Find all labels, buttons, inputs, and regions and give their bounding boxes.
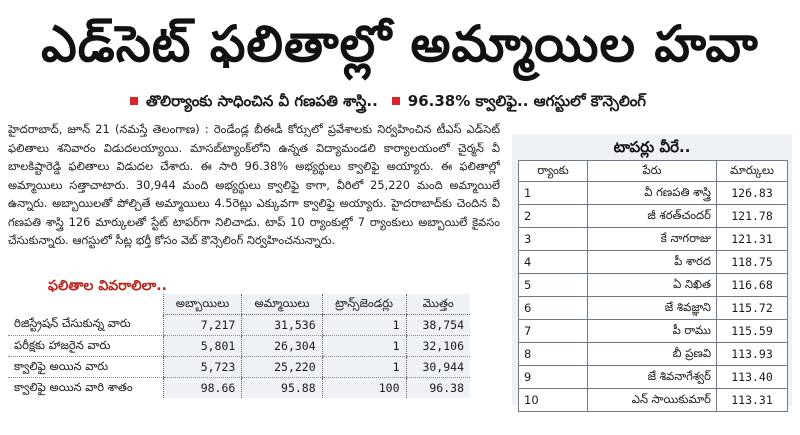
table-row: 6 జే శివజ్ఞాని 115.72 [518,296,788,320]
row-label: పరీక్షకు హాజరైన వారు [8,335,164,357]
results-header-girls: అమ్మాయిలు [241,294,323,315]
marks-cell: 121.31 [716,227,788,251]
cell-transgender: 1 [321,356,407,378]
cell-total: 38,754 [405,314,470,336]
marks-cell: 116.68 [716,273,788,297]
name-cell: పీ రాము [587,319,717,343]
name-cell: బీ ప్రణవి [587,342,717,366]
rank-cell: 1 [518,181,588,205]
header-name: పేరు [587,160,717,182]
rank-cell: 6 [518,296,588,320]
subheadline-bar: తొలిర్యాంకు సాధించిన వీ గణపతి శాస్త్రి..… [130,90,730,112]
table-row: 2 జీ శరత్‌చందర్ 121.78 [518,204,788,228]
table-row: 9 జే శివనాగేశ్వర్ 113.40 [518,365,788,389]
name-cell: జే శివజ్ఞాని [587,296,717,320]
bullet-icon [391,96,400,105]
marks-cell: 121.78 [716,204,788,228]
header-marks: మార్కులు [716,160,788,182]
name-cell: ఏ నిఖిత [587,273,717,297]
marks-cell: 126.83 [716,181,788,205]
marks-cell: 113.93 [716,342,788,366]
bullet-icon [130,96,138,105]
table-row: క్వాలిఫై అయిన వారి శాతం 98.66 95.88 100 … [8,377,470,398]
results-header-row: అబ్బాయిలు అమ్మాయిలు ట్రాన్స్‌జెండర్లు మొ… [8,294,470,315]
marks-cell: 118.75 [716,250,788,274]
results-table: అబ్బాయిలు అమ్మాయిలు ట్రాన్స్‌జెండర్లు మొ… [8,294,470,398]
row-label: క్వాలిఫై అయిన వారి శాతం [14,379,133,394]
rank-cell: 4 [518,250,588,274]
marks-cell: 113.31 [716,388,788,412]
cell-girls: 26,304 [241,335,323,357]
results-section-title: ఫలితాల వివరాలిలా.. [48,278,167,294]
cell-transgender: 1 [321,335,407,357]
marks-cell: 115.59 [716,319,788,343]
name-cell: పీ శారద [587,250,717,274]
name-cell: జీ శరత్‌చందర్ [587,204,717,228]
subheadline-2: 96.38% క్వాలిఫై.. ఆగస్టులో కౌన్సెలింగ్ [407,92,647,110]
table-row: 3 కే నాగరాజు 121.31 [518,227,788,251]
cell-boys: 7,217 [162,314,242,336]
results-header-transgender: ట్రాన్స్‌జెండర్లు [321,294,407,315]
marks-cell: 115.72 [716,296,788,320]
row-label: క్వాలిఫై అయిన వారు [8,356,164,378]
toppers-table: ర్యాంకు పేరు మార్కులు 1 వీ గణపతి శాస్త్రి… [518,160,788,412]
cell-girls: 25,220 [241,356,323,378]
marks-cell: 113.40 [716,365,788,389]
rank-cell: 7 [518,319,588,343]
rank-cell: 10 [518,388,588,412]
table-row: 8 బీ ప్రణవి 113.93 [518,342,788,366]
table-row: 7 పీ రాము 115.59 [518,319,788,343]
row-label: రిజిస్ట్రేషన్ చేసుకున్న వారు [8,314,164,336]
name-cell: వీ గణపతి శాస్త్రి [587,181,717,205]
name-cell: ఎన్ సాయికుమార్ [587,388,717,412]
cell-boys: 98.66 [162,377,242,398]
rank-cell: 2 [518,204,588,228]
rank-cell: 9 [518,365,588,389]
rank-cell: 3 [518,227,588,251]
name-cell: కే నాగరాజు [587,227,717,251]
subheadline-1: తొలిర్యాంకు సాధించిన వీ గణపతి శాస్త్రి.. [146,92,378,110]
table-row: 10 ఎన్ సాయికుమార్ 113.31 [518,388,788,412]
cell-boys: 5,801 [162,335,242,357]
headline: ఎడ్‌సెట్ ఫలితాల్లో అమ్మాయిల హవా [41,15,759,73]
cell-total: 96.38 [405,377,470,398]
cell-girls: 95.88 [241,377,323,398]
results-header-boys: అబ్బాయిలు [162,294,242,315]
results-header-total: మొత్తం [405,294,470,315]
toppers-box: టాపర్లు వీరే.. ర్యాంకు పేరు మార్కులు 1 వీ… [512,134,792,412]
results-header-empty [8,294,163,315]
cell-girls: 31,536 [241,314,323,336]
article-body: హైదరాబాద్, జూన్ 21 (నమస్తే తెలంగాణ) : రె… [8,122,500,247]
cell-transgender: 100 [321,377,407,398]
rank-cell: 8 [518,342,588,366]
table-row: 4 పీ శారద 118.75 [518,250,788,274]
table-row: రిజిస్ట్రేషన్ చేసుకున్న వారు 7,217 31,53… [8,314,470,336]
table-row: క్వాలిఫై అయిన వారు 5,723 25,220 1 30,944 [8,356,470,378]
table-row: 1 వీ గణపతి శాస్త్రి 126.83 [518,181,788,205]
toppers-title: టాపర్లు వీరే.. [613,138,691,156]
header-rank: ర్యాంకు [518,160,588,182]
table-row: పరీక్షకు హాజరైన వారు 5,801 26,304 1 32,1… [8,335,470,357]
toppers-header-row: ర్యాంకు పేరు మార్కులు [518,160,788,182]
cell-boys: 5,723 [162,356,242,378]
cell-total: 30,944 [405,356,470,378]
cell-total: 32,106 [405,335,470,357]
rank-cell: 5 [518,273,588,297]
name-cell: జే శివనాగేశ్వర్ [587,365,717,389]
cell-transgender: 1 [321,314,407,336]
